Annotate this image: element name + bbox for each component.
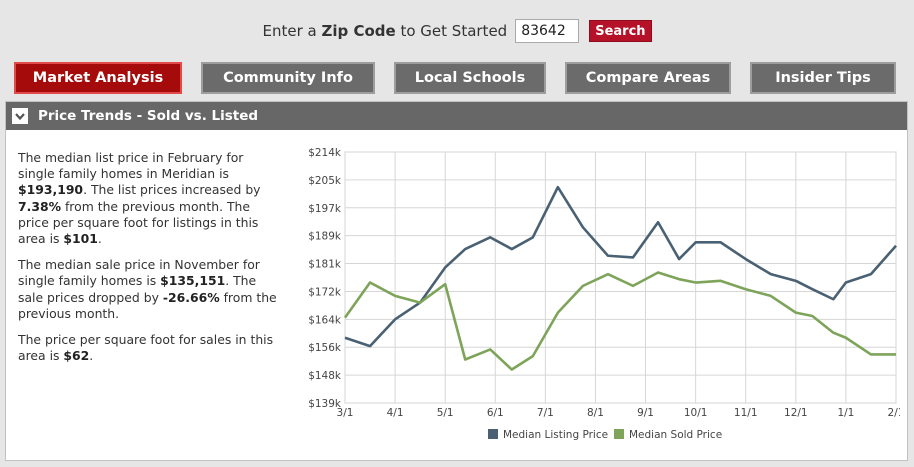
zip-search-bar: Enter a Zip Code to Get Started Search bbox=[0, 17, 914, 45]
x-tick-label: 2/1 bbox=[888, 407, 900, 419]
panel-title: Price Trends - Sold vs. Listed bbox=[38, 108, 259, 124]
tab-market-analysis[interactable]: Market Analysis bbox=[14, 62, 182, 94]
x-tick-label: 10/1 bbox=[684, 407, 708, 419]
tab-community-info[interactable]: Community Info bbox=[201, 62, 375, 94]
search-button[interactable]: Search bbox=[589, 20, 652, 42]
median-list-price: $193,190 bbox=[18, 182, 84, 198]
collapse-toggle-icon[interactable] bbox=[12, 108, 28, 124]
y-tick-label: $189k bbox=[308, 231, 342, 243]
y-tick-label: $214k bbox=[308, 147, 342, 159]
price-trends-panel: Price Trends - Sold vs. Listed The media… bbox=[5, 101, 908, 461]
y-tick-label: $197k bbox=[308, 203, 342, 215]
legend-listing-label: Median Listing Price bbox=[503, 429, 608, 441]
sale-sqft-summary: The price per square foot for sales in t… bbox=[18, 332, 274, 364]
x-tick-label: 3/1 bbox=[337, 407, 354, 419]
y-tick-label: $181k bbox=[308, 259, 342, 271]
y-tick-label: $156k bbox=[308, 342, 342, 354]
plot-area bbox=[344, 151, 897, 404]
price-trends-chart: $139k $148k $156k $164k $172k $181k $189k $197k… bbox=[308, 147, 900, 441]
list-price-per-sqft: $101 bbox=[63, 231, 98, 247]
zip-code-input[interactable] bbox=[515, 19, 580, 43]
x-tick-label: 4/1 bbox=[387, 407, 404, 419]
sale-price-change: -26.66% bbox=[162, 289, 220, 305]
zip-prompt: Enter a Zip Code to Get Started bbox=[262, 22, 508, 40]
list-price-summary: The median list price in February for si… bbox=[18, 150, 261, 247]
sold-price-line bbox=[343, 271, 896, 371]
sale-price-per-sqft: $62 bbox=[63, 348, 90, 364]
x-tick-label: 8/1 bbox=[587, 407, 604, 419]
median-sale-price: $135,151 bbox=[160, 273, 226, 289]
x-tick-label: 5/1 bbox=[437, 407, 454, 419]
x-tick-label: 11/1 bbox=[734, 407, 758, 419]
listing-price-line bbox=[344, 185, 897, 348]
y-tick-label: $139k bbox=[308, 398, 342, 410]
y-tick-label: $172k bbox=[308, 286, 342, 298]
sale-price-summary: The median sale price in November for si… bbox=[18, 257, 277, 321]
legend-listing-swatch bbox=[488, 429, 498, 439]
y-tick-label: $164k bbox=[308, 314, 342, 326]
y-tick-label: $205k bbox=[308, 175, 342, 187]
x-tick-label: 12/1 bbox=[784, 407, 808, 419]
tab-local-schools[interactable]: Local Schools bbox=[394, 62, 546, 94]
x-tick-label: 6/1 bbox=[487, 407, 504, 419]
legend-sold-swatch bbox=[614, 429, 624, 439]
x-tick-label: 9/1 bbox=[637, 407, 654, 419]
panel-header[interactable]: Price Trends - Sold vs. Listed bbox=[6, 102, 907, 130]
tab-insider-tips[interactable]: Insider Tips bbox=[750, 62, 896, 94]
legend-sold-label: Median Sold Price bbox=[629, 429, 722, 441]
x-tick-label: 7/1 bbox=[537, 407, 554, 419]
tab-compare-areas[interactable]: Compare Areas bbox=[565, 62, 731, 94]
list-price-change: 7.38% bbox=[18, 198, 61, 214]
x-tick-label: 1/1 bbox=[837, 407, 854, 419]
market-summary: The median list price in February for si… bbox=[18, 150, 280, 374]
y-tick-label: $148k bbox=[308, 370, 342, 382]
